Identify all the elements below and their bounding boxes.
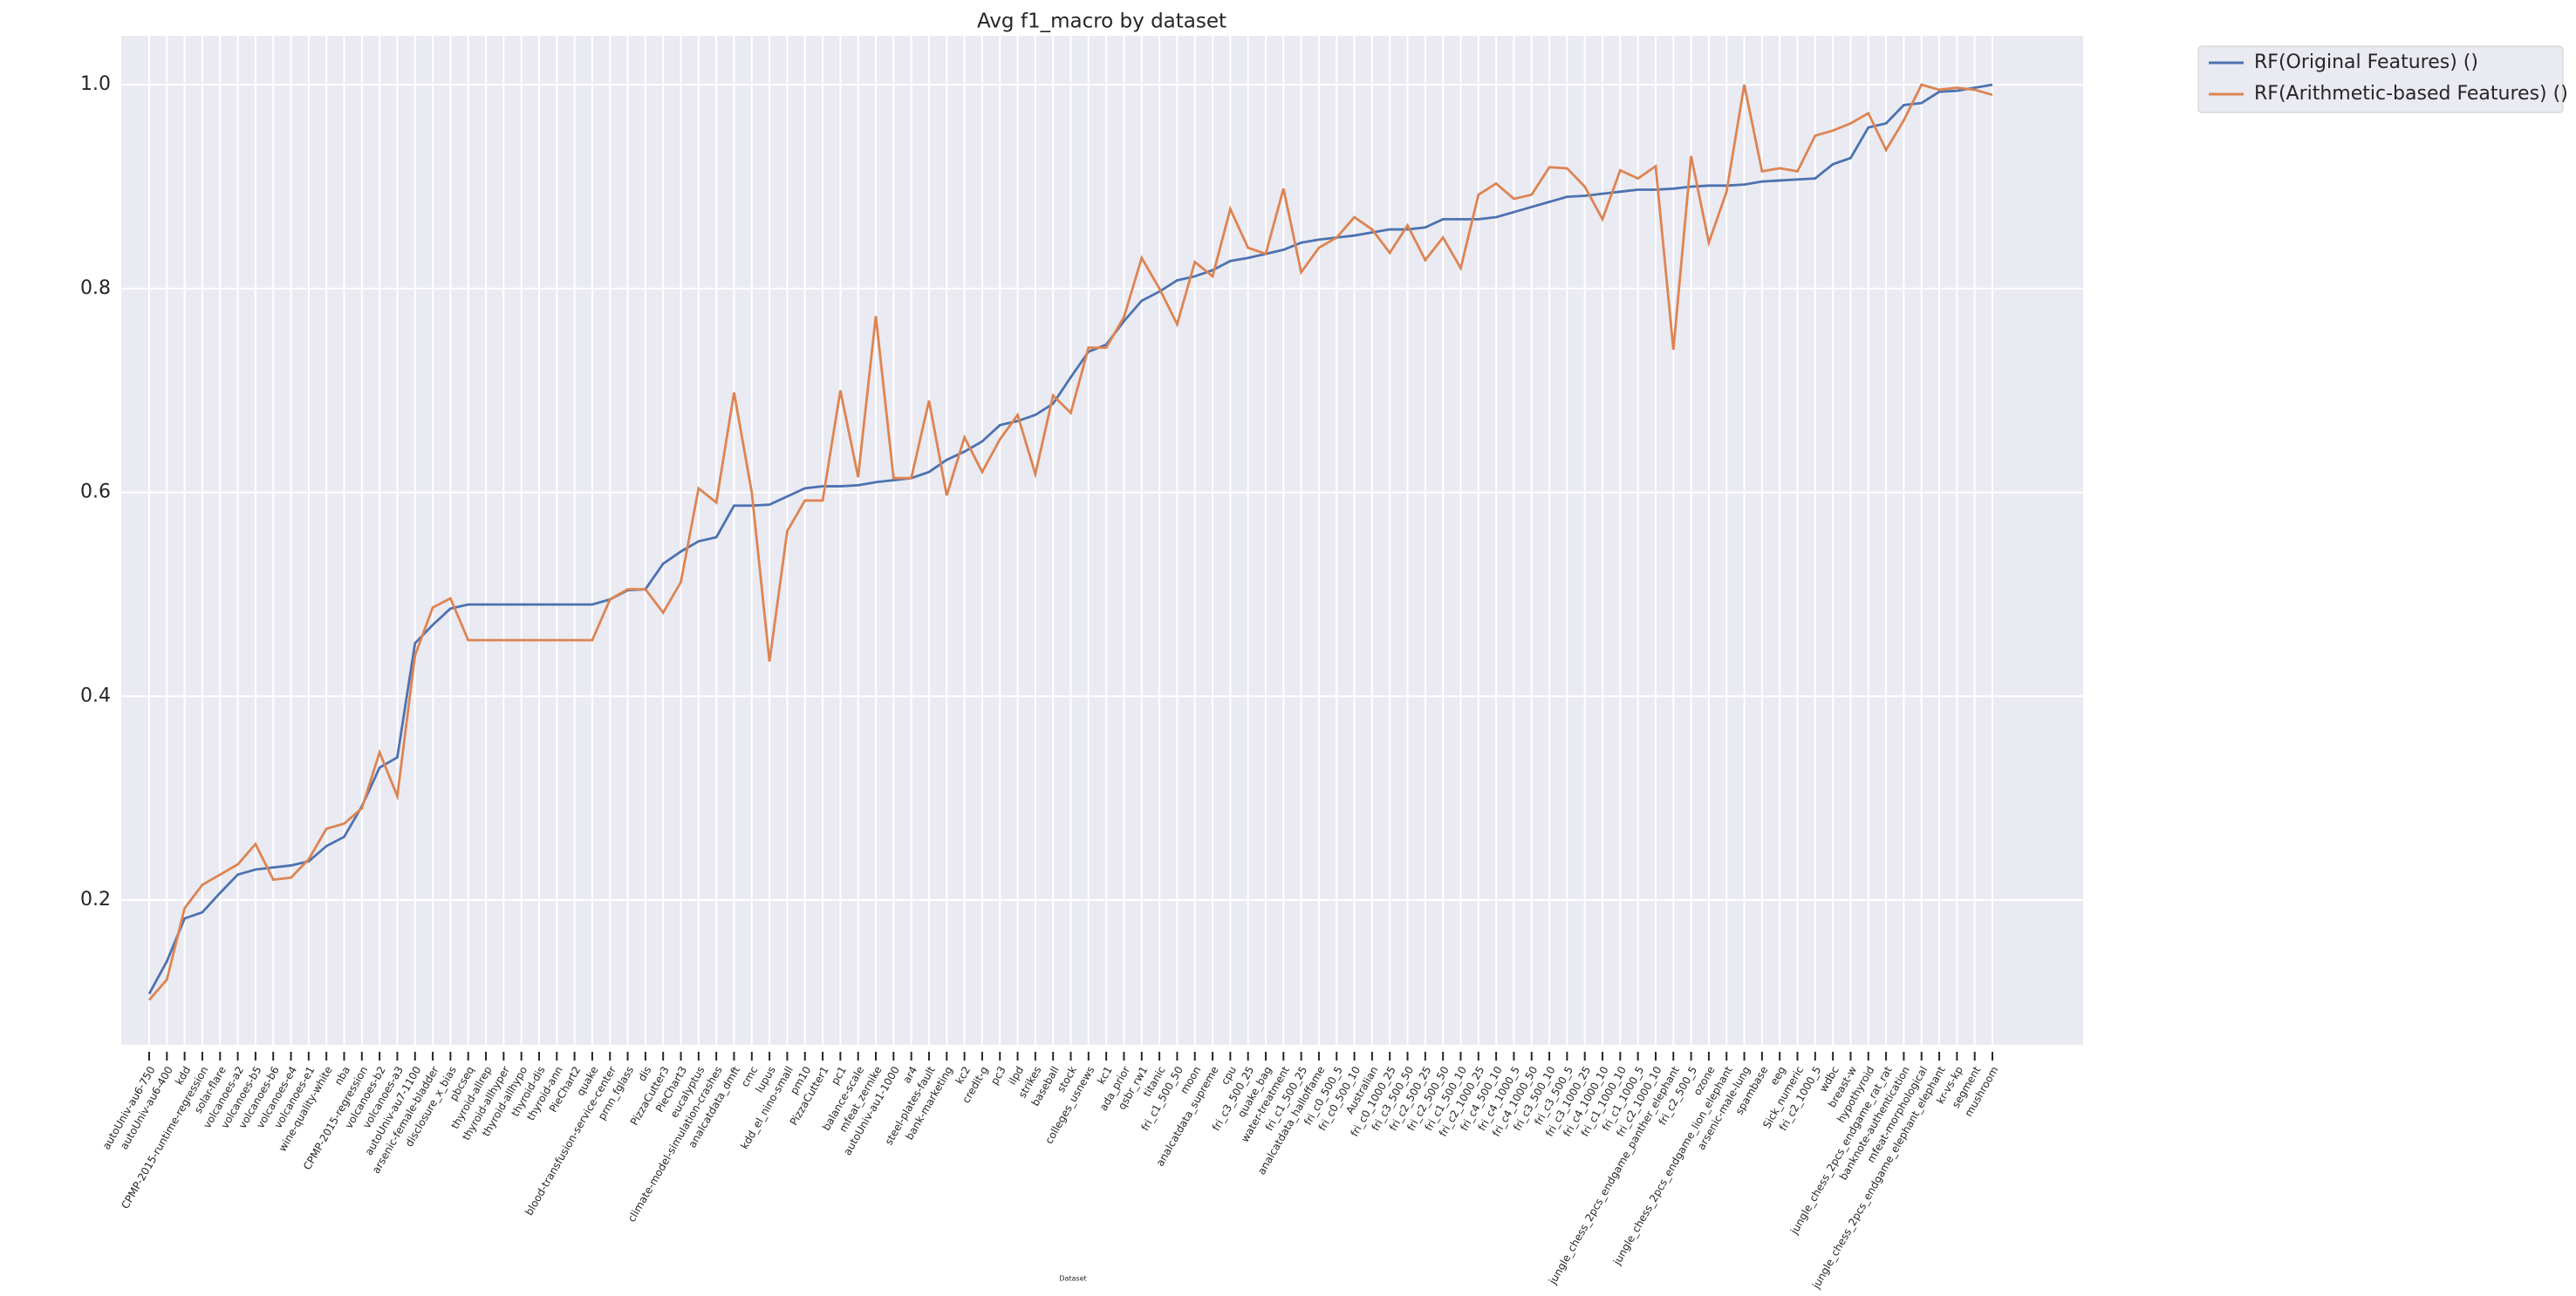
legend-box [2197,45,2564,113]
legend: RF(Original Features) () RF(Arithmetic-ba… [2197,45,2568,113]
y-tick-label: 0.8 [80,277,111,299]
legend-label: RF(Arithmetic-based Features) () [2254,83,2568,105]
y-tick-label: 1.0 [80,73,111,95]
series-line [147,83,1993,1001]
y-tick-label: 0.4 [80,685,111,706]
plot-area [121,36,2083,1045]
chart-title: Avg f1_macro by dataset [977,10,1227,33]
x-tick-label: pc3 [988,1064,1008,1087]
x-axis-label: Dataset [1059,1275,1086,1283]
legend-label: RF(Original Features) () [2254,51,2478,73]
y-tick-label: 0.2 [80,889,111,911]
y-tick-label: 0.6 [80,481,111,503]
series-line [147,83,1993,995]
